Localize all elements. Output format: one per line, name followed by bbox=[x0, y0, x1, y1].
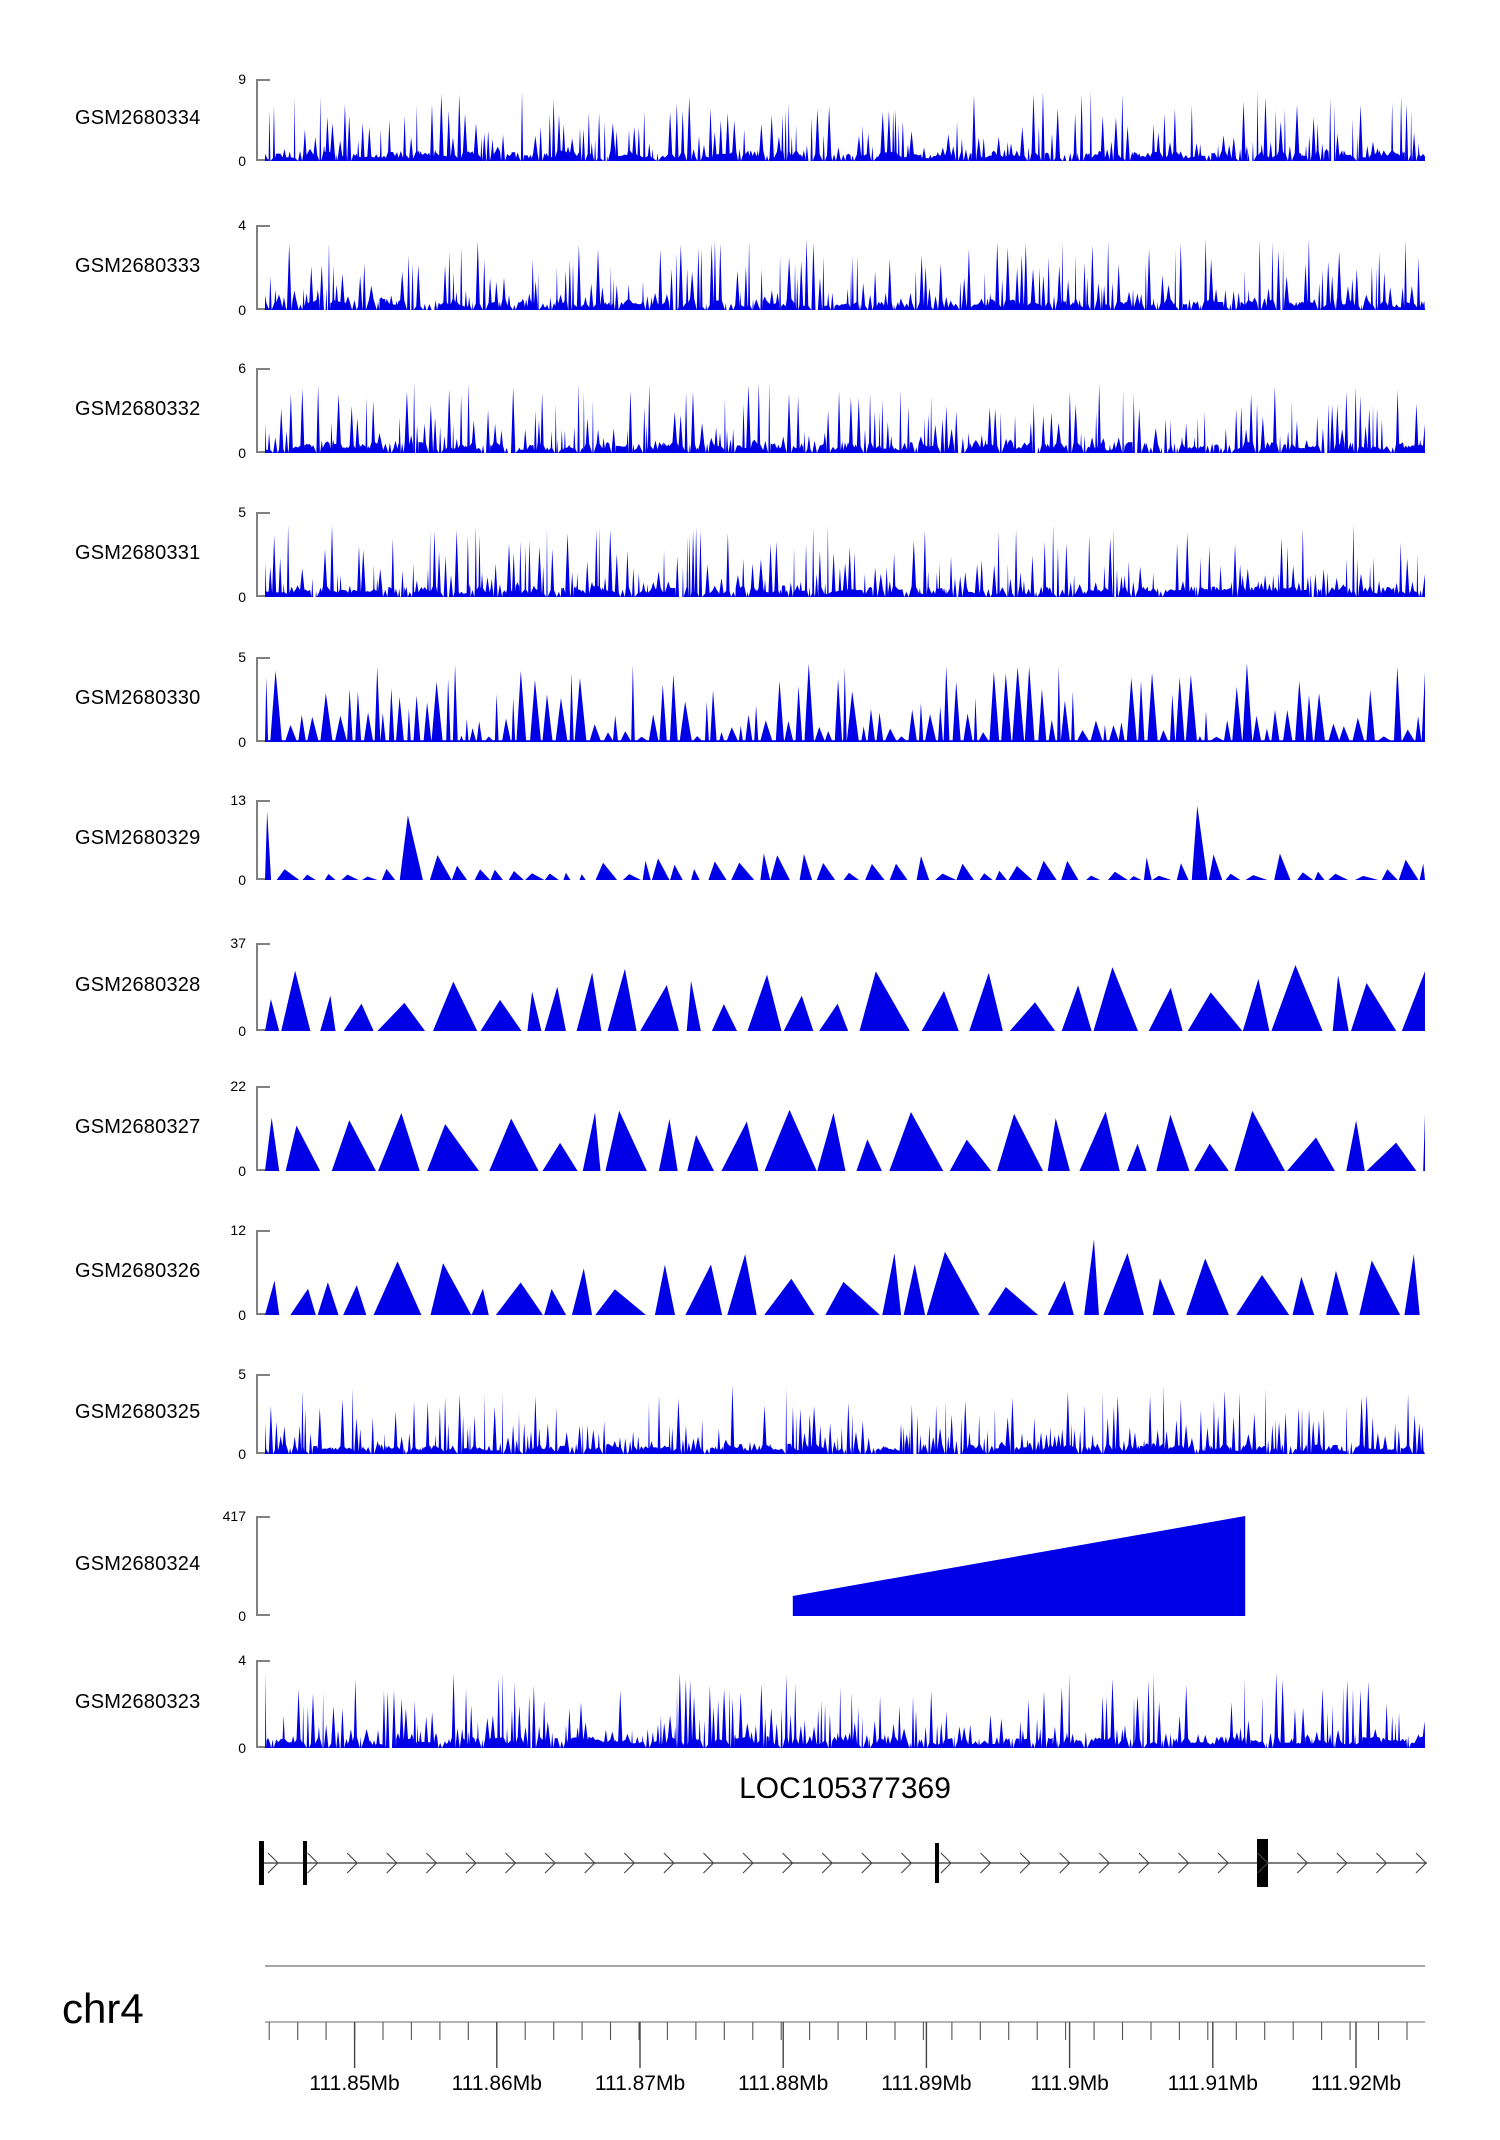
genome-axis-track[interactable] bbox=[265, 1960, 1425, 2080]
track-y-max-label: 37 bbox=[230, 935, 246, 951]
track-label-gsm2680334: GSM2680334 bbox=[75, 107, 201, 129]
axis-tick-label: 111.88Mb bbox=[738, 2072, 829, 2095]
track-y-max-label: 13 bbox=[230, 792, 246, 808]
coverage-plot-area[interactable] bbox=[265, 657, 1425, 742]
track-y-max-label: 4 bbox=[238, 217, 246, 233]
genome-axis-tick-labels: 111.85Mb 111.86Mb 111.87Mb 111.88Mb 111.89Mb… bbox=[200, 2072, 1490, 2102]
track-y-min-label: 0 bbox=[238, 1307, 246, 1323]
track-label-gsm2680327: GSM2680327 bbox=[75, 1115, 201, 1138]
track-y-min-label: 0 bbox=[238, 153, 246, 169]
chromosome-label: chr4 bbox=[62, 1985, 144, 2032]
track-y-min-label: 0 bbox=[238, 302, 246, 318]
coverage-track: GSM2680328 37 0 bbox=[0, 936, 1500, 1038]
axis-tick-label: 111.86Mb bbox=[451, 2072, 542, 2095]
axis-tick-label: 111.91Mb bbox=[1167, 2072, 1258, 2095]
track-label-gsm2680330: GSM2680330 bbox=[75, 686, 201, 709]
track-y-min-label: 0 bbox=[238, 589, 246, 605]
track-y-min-label: 0 bbox=[238, 734, 246, 750]
track-y-max-label: 22 bbox=[230, 1078, 246, 1094]
track-y-min-label: 0 bbox=[238, 445, 246, 461]
gene-model-track[interactable] bbox=[245, 1828, 1445, 1898]
coverage-track: GSM2680325 5 0 bbox=[0, 1367, 1500, 1461]
axis-tick-label: 111.89Mb bbox=[881, 2072, 972, 2095]
track-y-min-label: 0 bbox=[238, 1740, 246, 1756]
coverage-plot-area[interactable] bbox=[265, 368, 1425, 453]
coverage-track: GSM2680332 6 0 bbox=[0, 361, 1500, 460]
coverage-plot-area[interactable] bbox=[265, 1660, 1425, 1748]
coverage-plot-area[interactable] bbox=[265, 1230, 1425, 1315]
track-label-gsm2680323: GSM2680323 bbox=[75, 1691, 201, 1713]
track-y-min-label: 0 bbox=[238, 1446, 246, 1462]
coverage-plot-area[interactable] bbox=[265, 1374, 1425, 1454]
track-label-gsm2680324: GSM2680324 bbox=[75, 1553, 201, 1575]
coverage-track: GSM2680326 12 0 bbox=[0, 1223, 1500, 1322]
track-label-gsm2680329: GSM2680329 bbox=[75, 827, 201, 849]
coverage-plot-area[interactable] bbox=[265, 512, 1425, 597]
track-label-gsm2680332: GSM2680332 bbox=[75, 397, 201, 420]
coverage-plot-area[interactable] bbox=[265, 1516, 1425, 1616]
axis-tick-label: 111.85Mb bbox=[309, 2072, 400, 2095]
coverage-track: GSM2680331 5 0 bbox=[0, 505, 1500, 604]
coverage-track: GSM2680333 4 0 bbox=[0, 218, 1500, 317]
track-label-gsm2680333: GSM2680333 bbox=[75, 254, 201, 277]
track-y-max-label: 5 bbox=[238, 1366, 246, 1382]
coverage-plot-area[interactable] bbox=[265, 943, 1425, 1031]
coverage-plot-area[interactable] bbox=[265, 79, 1425, 161]
track-y-min-label: 0 bbox=[238, 1608, 246, 1624]
axis-tick-label: 111.92Mb bbox=[1310, 2072, 1402, 2095]
track-y-max-label: 417 bbox=[222, 1508, 246, 1524]
axis-tick-label: 111.87Mb bbox=[594, 2072, 686, 2095]
track-label-gsm2680328: GSM2680328 bbox=[75, 974, 201, 996]
coverage-track: GSM2680330 5 0 bbox=[0, 650, 1500, 749]
track-y-axis: 22 0 bbox=[230, 1079, 270, 1178]
track-y-max-label: 4 bbox=[238, 1652, 246, 1668]
track-y-axis: 13 0 bbox=[230, 793, 270, 887]
track-y-axis: 37 0 bbox=[230, 936, 270, 1038]
track-label-gsm2680326: GSM2680326 bbox=[75, 1259, 201, 1282]
coverage-plot-area[interactable] bbox=[265, 225, 1425, 310]
axis-tick-label: 111.9Mb bbox=[1030, 2072, 1109, 2095]
track-y-min-label: 0 bbox=[238, 1023, 246, 1039]
track-y-axis: 417 0 bbox=[223, 1509, 270, 1623]
track-label-gsm2680331: GSM2680331 bbox=[75, 541, 201, 564]
track-y-axis: 12 0 bbox=[230, 1223, 270, 1322]
coverage-track: GSM2680334 9 0 bbox=[0, 72, 1500, 168]
coverage-track: GSM2680329 13 0 bbox=[0, 793, 1500, 887]
gene-name-label: LOC105377369 bbox=[739, 1772, 951, 1805]
track-y-max-label: 5 bbox=[238, 649, 246, 665]
coverage-plot-area[interactable] bbox=[265, 800, 1425, 880]
track-y-max-label: 5 bbox=[238, 504, 246, 520]
track-y-min-label: 0 bbox=[238, 1163, 246, 1179]
track-y-max-label: 9 bbox=[238, 71, 246, 87]
track-y-max-label: 12 bbox=[230, 1222, 246, 1238]
track-label-gsm2680325: GSM2680325 bbox=[75, 1401, 201, 1423]
track-y-min-label: 0 bbox=[238, 872, 246, 888]
coverage-track: GSM2680327 22 0 bbox=[0, 1079, 1500, 1178]
coverage-plot-area[interactable] bbox=[265, 1086, 1425, 1171]
coverage-track: GSM2680323 4 0 bbox=[0, 1653, 1500, 1755]
coverage-track: GSM2680324 417 0 bbox=[0, 1509, 1500, 1623]
track-y-max-label: 6 bbox=[238, 360, 246, 376]
